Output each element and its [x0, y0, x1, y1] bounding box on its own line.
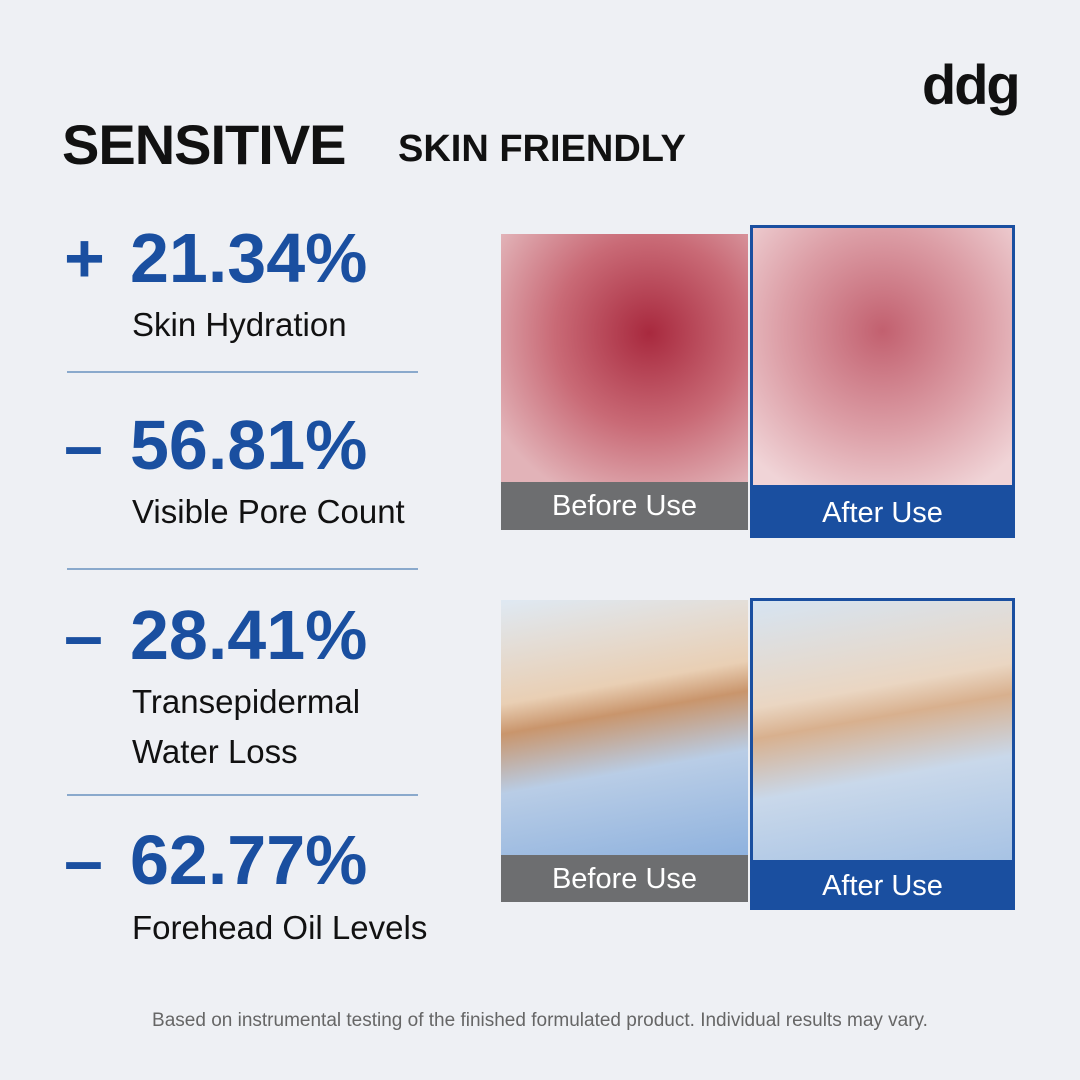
before-caption: Before Use — [501, 482, 748, 530]
stat-label: Water Loss — [132, 733, 298, 770]
title: SENSITIVE — [62, 113, 347, 176]
stat-label: Skin Hydration — [132, 306, 347, 343]
divider — [67, 371, 418, 373]
after-caption: After Use — [750, 485, 1015, 538]
divider — [67, 794, 418, 796]
brand-logo: ddg — [922, 53, 1021, 116]
stat-sign: – — [64, 821, 103, 899]
stat-label: Forehead Oil Levels — [132, 909, 428, 946]
stat-label: Transepidermal — [132, 683, 361, 720]
before-image — [501, 600, 748, 855]
after-image — [750, 598, 1015, 863]
stat-sign: + — [64, 219, 105, 297]
stat-value: 21.34% — [130, 219, 368, 297]
stat-sign: – — [64, 596, 103, 674]
stat-value: 28.41% — [130, 596, 368, 674]
stat-value: 62.77% — [130, 821, 368, 899]
subtitle: SKIN FRIENDLY — [398, 128, 686, 170]
before-caption: Before Use — [501, 855, 748, 902]
stat-label: Visible Pore Count — [132, 493, 405, 530]
divider — [67, 568, 418, 570]
before-image — [501, 234, 748, 482]
after-image — [750, 225, 1015, 485]
after-caption: After Use — [750, 860, 1015, 910]
footnote: Based on instrumental testing of the fin… — [152, 1010, 928, 1031]
stat-value: 56.81% — [130, 406, 368, 484]
stat-sign: – — [64, 406, 103, 484]
